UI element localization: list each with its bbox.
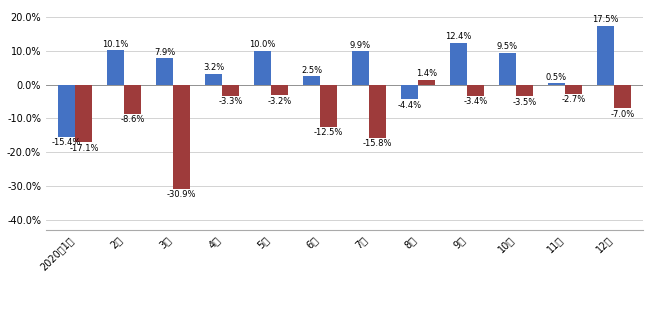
Text: -2.7%: -2.7% [561, 95, 586, 104]
Bar [450, 43, 467, 85]
Bar [58, 85, 75, 137]
Text: 10.1%: 10.1% [103, 40, 129, 49]
Text: -3.5%: -3.5% [512, 98, 536, 107]
Text: -8.6%: -8.6% [121, 115, 145, 124]
Bar [320, 85, 337, 127]
Bar [418, 80, 435, 85]
Bar [156, 58, 173, 85]
Text: -3.4%: -3.4% [463, 97, 488, 107]
Bar [401, 85, 418, 100]
Text: 17.5%: 17.5% [592, 15, 618, 24]
Bar [499, 53, 516, 85]
Text: -3.2%: -3.2% [268, 97, 292, 106]
Bar [271, 85, 288, 95]
Text: 12.4%: 12.4% [445, 32, 471, 41]
Bar [614, 85, 630, 108]
Text: -3.3%: -3.3% [218, 97, 243, 106]
Bar [516, 85, 533, 96]
Text: 7.9%: 7.9% [154, 48, 176, 56]
Bar [352, 51, 369, 85]
Text: -15.8%: -15.8% [363, 139, 393, 148]
Text: 2.5%: 2.5% [301, 66, 322, 75]
Bar [467, 85, 484, 96]
Bar [547, 83, 565, 85]
Text: 0.5%: 0.5% [545, 72, 567, 82]
Text: -7.0%: -7.0% [610, 109, 634, 119]
Bar [107, 50, 124, 85]
Text: -30.9%: -30.9% [167, 190, 196, 199]
Text: -15.4%: -15.4% [52, 138, 81, 147]
Text: -12.5%: -12.5% [314, 128, 343, 137]
Bar [173, 85, 190, 189]
Bar [303, 76, 320, 85]
Bar [205, 74, 222, 85]
Text: -17.1%: -17.1% [69, 144, 99, 152]
Text: 10.0%: 10.0% [250, 41, 276, 49]
Text: -4.4%: -4.4% [397, 101, 421, 110]
Text: 1.4%: 1.4% [416, 70, 437, 78]
Bar [565, 85, 582, 94]
Bar [254, 51, 271, 85]
Text: 3.2%: 3.2% [203, 63, 224, 72]
Bar [124, 85, 141, 114]
Bar [75, 85, 92, 142]
Bar [369, 85, 386, 138]
Text: 9.5%: 9.5% [497, 42, 518, 51]
Text: 9.9%: 9.9% [350, 41, 371, 50]
Bar [222, 85, 239, 96]
Bar [597, 26, 614, 85]
